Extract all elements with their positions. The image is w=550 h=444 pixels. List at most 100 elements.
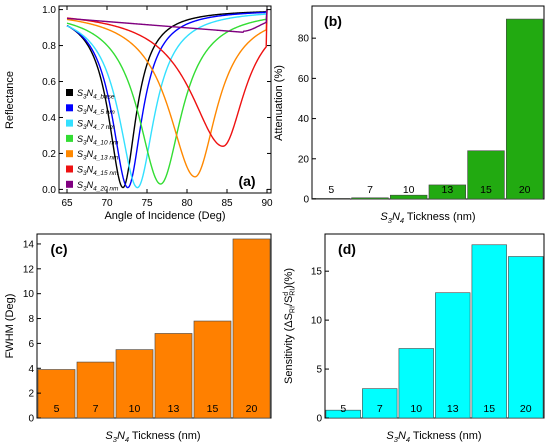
- bar-5: [37, 369, 76, 419]
- a-xtick-label: 65: [61, 198, 73, 209]
- bar-10: [115, 349, 154, 419]
- bar-label-7: 7: [367, 184, 373, 196]
- panel-c-xlabel: S3N4 Tickness (nm): [105, 430, 200, 444]
- bar-label-15: 15: [483, 403, 495, 415]
- bar-10: [389, 194, 428, 200]
- series-line-7: [66, 9, 268, 33]
- series-line-3: [66, 9, 268, 189]
- panel-c-ylabel: FWHM (Deg): [4, 294, 16, 359]
- bar-5: [312, 198, 351, 200]
- ytick-label: 80: [298, 34, 310, 45]
- panel-b-bars: 5 7 10 13 15 20: [312, 18, 544, 200]
- ytick-label: 10: [311, 316, 323, 327]
- panel-b-tag: (b): [324, 13, 342, 29]
- bar-label-20: 20: [520, 403, 532, 415]
- panel-a-xlabel: Angle of Incidence (Deg): [104, 210, 225, 222]
- panel-a: 65 70 75 80 85 90 0.0 0.2 0.4 0.6 0.8 1.0 S3N4_base…: [4, 5, 273, 222]
- bar-13: [428, 184, 467, 200]
- bar-label-20: 20: [519, 184, 531, 196]
- ytick-label: 12: [23, 264, 35, 275]
- ytick-label: 14: [23, 239, 35, 250]
- panel-a-ylabel: Reflectance: [4, 71, 16, 129]
- panel-d-bars: 5 7 10 13 15 20: [325, 244, 544, 419]
- ytick-label: 2: [28, 389, 34, 400]
- legend-label-5: S3N4_13 nm: [77, 149, 119, 162]
- ytick-label: 0: [28, 414, 34, 425]
- ytick-label: 40: [298, 114, 310, 125]
- bar-label-15: 15: [480, 184, 492, 196]
- bar-20: [508, 256, 544, 419]
- bar-20: [232, 238, 271, 419]
- panel-c: 5 7 10 13 15 20 0 2 4 6 8 10 12 14 (c) S3N4 Tickness…: [4, 233, 272, 444]
- panel-b: 5 7 10 13 15 20 0 20 40 60 80 (b) S3N4 Tickness (…: [273, 5, 545, 225]
- ytick-label: 0: [303, 195, 309, 206]
- panel-a-curves: [66, 9, 268, 189]
- a-xtick-label: 75: [141, 198, 153, 209]
- series-line-6: [66, 9, 268, 147]
- series-line-4: [66, 9, 268, 185]
- legend-label-1: S3N4_base: [77, 88, 115, 101]
- bar-label-5: 5: [54, 403, 60, 415]
- panel-c-ticks: 0 2 4 6 8 10 12 14: [23, 239, 41, 425]
- panel-c-tag: (c): [50, 241, 67, 257]
- legend-swatch-5: [66, 150, 73, 158]
- ytick-label: 10: [23, 289, 35, 300]
- a-ytick-label: 0.2: [42, 149, 56, 160]
- panel-a-legend: S3N4_base S3N4_5 nm S3N4_7 nm S3N4_10 nm S3N…: [66, 88, 119, 192]
- a-ytick-label: 1.0: [42, 5, 56, 16]
- bar-20: [505, 18, 544, 200]
- legend-label-6: S3N4_15 nm: [77, 165, 119, 178]
- a-xtick-label: 90: [261, 198, 273, 209]
- legend-swatch-4: [66, 134, 73, 142]
- a-ytick-label: 0.6: [42, 77, 56, 88]
- series-line-5: [66, 9, 268, 178]
- ytick-label: 20: [298, 154, 310, 165]
- a-ytick-label: 0.8: [42, 41, 56, 52]
- bar-label-10: 10: [129, 403, 141, 415]
- panel-d-frame: [324, 233, 545, 419]
- bar-5: [325, 409, 361, 419]
- legend-swatch-1: [66, 89, 73, 96]
- panel-b-ylabel: Attenuation (%): [273, 65, 285, 141]
- legend-swatch-6: [66, 165, 73, 173]
- bar-13: [435, 292, 471, 419]
- ytick-label: 8: [28, 314, 34, 325]
- panel-d-xlabel: S3N4 Tickness (nm): [386, 430, 481, 444]
- legend-label-4: S3N4_10 nm: [77, 134, 119, 147]
- a-ytick-label: 0.4: [42, 113, 56, 124]
- bar-label-13: 13: [168, 403, 180, 415]
- panel-a-frame: [58, 5, 272, 194]
- bar-15: [193, 320, 232, 419]
- legend-label-2: S3N4_5 nm: [77, 103, 115, 116]
- panel-d: 5 7 10 13 15 20 0 5 10 15 (d) S3N4 Tickness (nm)…: [283, 233, 545, 444]
- bar-label-20: 20: [246, 403, 258, 415]
- panel-a-tag: (a): [238, 173, 255, 189]
- bar-label-10: 10: [403, 184, 415, 196]
- panel-b-frame: [311, 5, 545, 200]
- ytick-label: 0: [316, 414, 322, 425]
- bar-10: [398, 348, 434, 419]
- panel-a-ticks: 65 70 75 80 85 90 0.0 0.2 0.4 0.6 0.8 1.0: [42, 5, 273, 209]
- panel-c-frame: [36, 233, 272, 419]
- bar-7: [362, 388, 398, 419]
- bar-label-13: 13: [441, 184, 453, 196]
- bar-7: [76, 361, 115, 419]
- a-xtick-label: 80: [181, 198, 193, 209]
- a-ytick-label: 0.0: [42, 185, 56, 196]
- panel-d-ylabel: Sensitivity (ΔSRI/SdRI)(%): [283, 268, 297, 384]
- bar-label-7: 7: [377, 403, 383, 415]
- ytick-label: 5: [316, 365, 322, 376]
- a-xtick-label: 70: [101, 198, 113, 209]
- a-xtick-label: 85: [221, 198, 233, 209]
- bar-label-10: 10: [410, 403, 422, 415]
- panel-c-bars: 5 7 10 13 15 20: [37, 238, 271, 419]
- ytick-label: 60: [298, 74, 310, 85]
- legend-swatch-2: [66, 104, 73, 112]
- ytick-label: 4: [28, 364, 34, 375]
- bar-15: [471, 244, 507, 419]
- legend-swatch-3: [66, 119, 73, 127]
- legend-swatch-7: [66, 180, 73, 188]
- bar-7: [351, 197, 389, 200]
- bar-label-15: 15: [207, 403, 219, 415]
